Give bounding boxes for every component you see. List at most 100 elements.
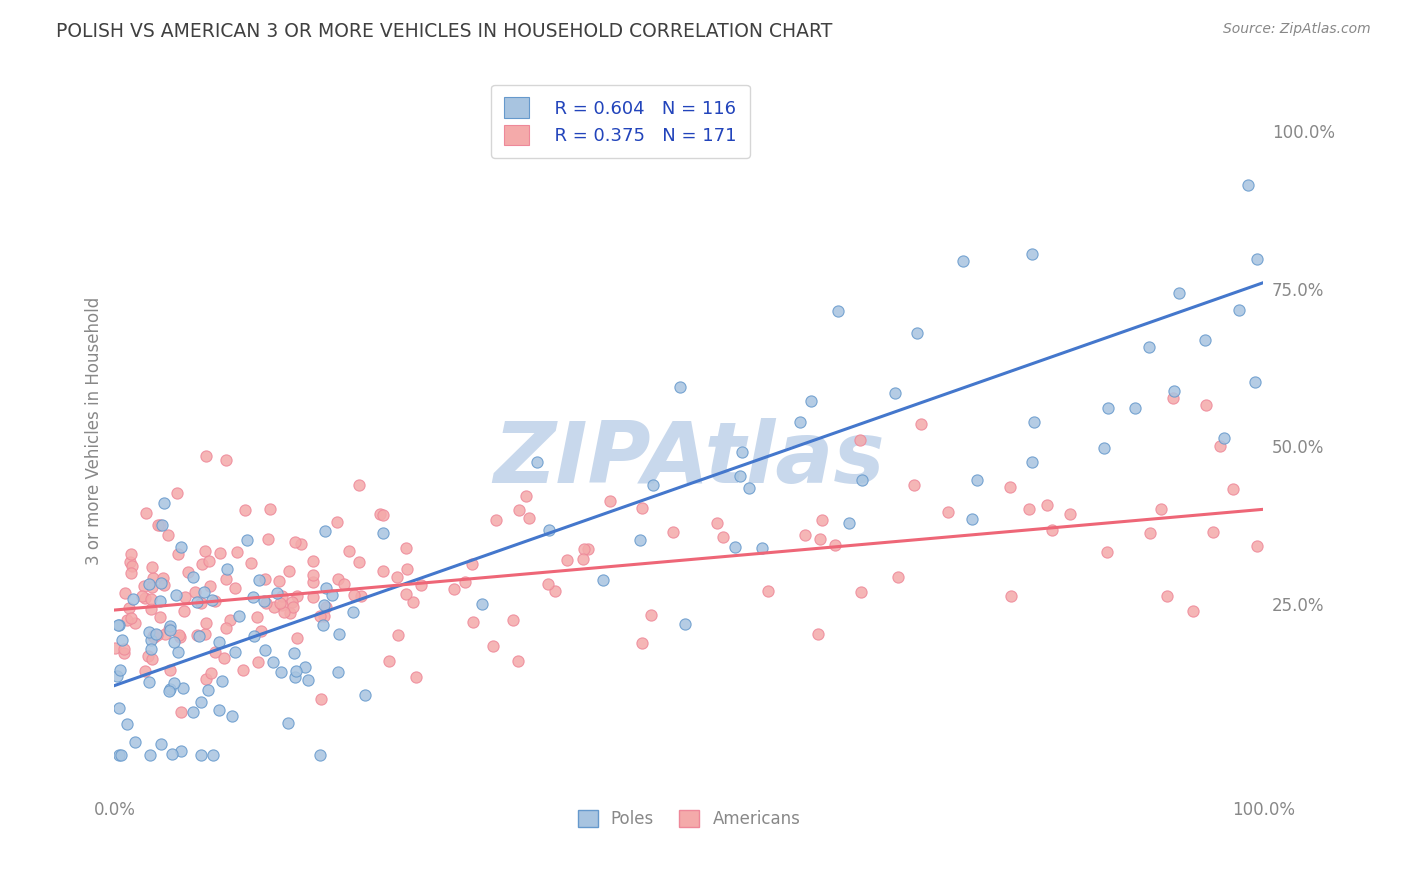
Point	[1095, 545, 1118, 559]
Point	[131, 589, 153, 603]
Point	[1209, 439, 1232, 453]
Point	[157, 528, 180, 542]
Point	[326, 515, 349, 529]
Point	[555, 552, 578, 566]
Point	[1163, 384, 1185, 399]
Point	[1237, 178, 1260, 192]
Point	[204, 645, 226, 659]
Point	[506, 654, 529, 668]
Point	[395, 587, 418, 601]
Point	[269, 596, 291, 610]
Point	[810, 513, 832, 527]
Point	[1021, 455, 1043, 469]
Point	[145, 626, 167, 640]
Y-axis label: 3 or more Vehicles in Household: 3 or more Vehicles in Household	[86, 296, 103, 565]
Point	[1246, 539, 1268, 553]
Point	[169, 540, 191, 554]
Point	[1024, 415, 1046, 429]
Point	[190, 596, 212, 610]
Point	[905, 326, 928, 340]
Point	[159, 623, 181, 637]
Point	[242, 629, 264, 643]
Point	[142, 629, 165, 643]
Point	[576, 542, 599, 557]
Point	[640, 607, 662, 622]
Point	[849, 585, 872, 599]
Point	[138, 674, 160, 689]
Point	[195, 449, 218, 463]
Point	[215, 562, 238, 576]
Point	[631, 636, 654, 650]
Point	[134, 665, 156, 679]
Point	[104, 640, 127, 655]
Point	[146, 628, 169, 642]
Point	[270, 665, 292, 680]
Point	[124, 734, 146, 748]
Point	[572, 541, 595, 556]
Point	[314, 524, 336, 538]
Point	[108, 663, 131, 677]
Point	[373, 508, 395, 522]
Point	[402, 594, 425, 608]
Point	[235, 503, 257, 517]
Point	[311, 692, 333, 706]
Point	[167, 645, 190, 659]
Point	[711, 530, 734, 544]
Point	[952, 254, 974, 268]
Point	[1168, 285, 1191, 300]
Point	[142, 630, 165, 644]
Point	[157, 684, 180, 698]
Point	[396, 562, 419, 576]
Point	[149, 518, 172, 533]
Point	[314, 609, 336, 624]
Point	[153, 626, 176, 640]
Point	[181, 570, 204, 584]
Point	[193, 585, 215, 599]
Point	[628, 533, 651, 547]
Point	[170, 705, 193, 719]
Point	[1094, 441, 1116, 455]
Point	[157, 622, 180, 636]
Point	[253, 594, 276, 608]
Point	[285, 589, 308, 603]
Point	[198, 579, 221, 593]
Point	[219, 614, 242, 628]
Point	[194, 544, 217, 558]
Point	[202, 747, 225, 762]
Point	[277, 564, 299, 578]
Point	[267, 574, 290, 589]
Point	[1194, 333, 1216, 347]
Point	[517, 511, 540, 525]
Point	[301, 567, 323, 582]
Text: ZIPAtlas: ZIPAtlas	[494, 418, 884, 501]
Point	[723, 540, 745, 554]
Point	[1202, 524, 1225, 539]
Point	[284, 670, 307, 684]
Point	[204, 594, 226, 608]
Point	[115, 613, 138, 627]
Point	[150, 737, 173, 751]
Point	[353, 688, 375, 702]
Point	[173, 604, 195, 618]
Point	[347, 556, 370, 570]
Point	[136, 648, 159, 663]
Point	[181, 705, 204, 719]
Point	[411, 578, 433, 592]
Point	[149, 576, 172, 591]
Text: Source: ZipAtlas.com: Source: ZipAtlas.com	[1223, 22, 1371, 37]
Point	[373, 564, 395, 578]
Point	[849, 434, 872, 448]
Point	[149, 594, 172, 608]
Point	[368, 507, 391, 521]
Point	[247, 574, 270, 588]
Point	[1227, 303, 1250, 318]
Point	[543, 583, 565, 598]
Point	[1156, 589, 1178, 603]
Point	[378, 654, 401, 668]
Point	[960, 512, 983, 526]
Point	[207, 634, 229, 648]
Point	[198, 554, 221, 568]
Point	[277, 715, 299, 730]
Point	[332, 577, 354, 591]
Point	[278, 607, 301, 621]
